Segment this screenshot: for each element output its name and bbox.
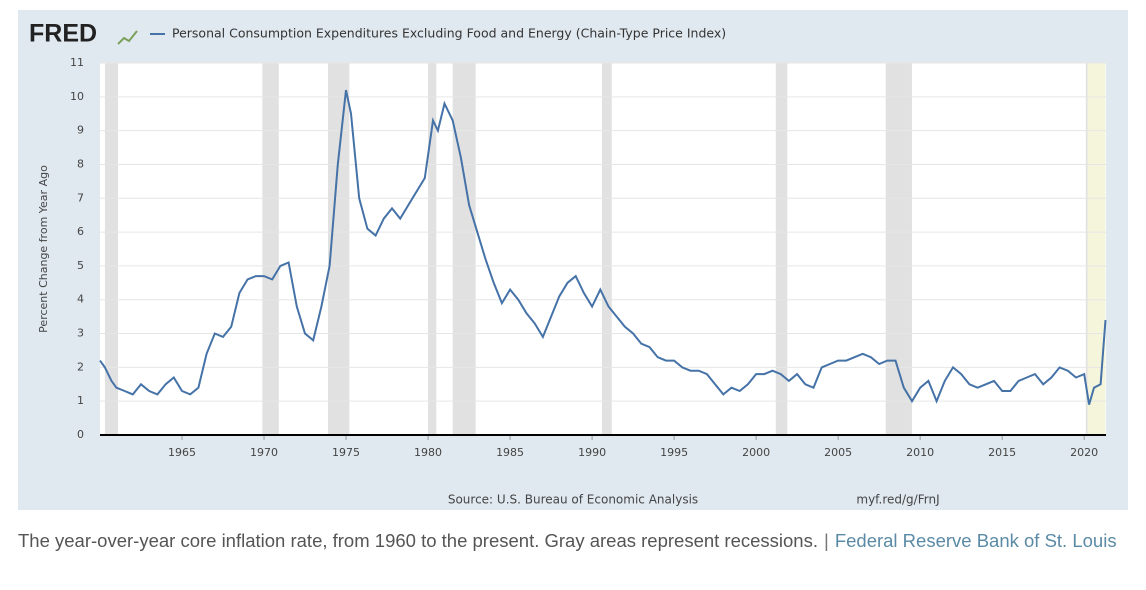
y-tick-label: 3 <box>77 327 84 340</box>
recession-band <box>885 63 912 435</box>
recession-band <box>601 63 612 435</box>
recession-band <box>104 63 119 435</box>
data-line <box>99 89 1107 405</box>
caption-text: The year-over-year core inflation rate, … <box>18 530 818 551</box>
y-tick-label: 6 <box>77 225 84 238</box>
y-tick-label: 8 <box>77 157 84 170</box>
y-tick-label: 9 <box>77 124 84 137</box>
y-tick-label: 10 <box>70 90 84 103</box>
x-tick-label: 1980 <box>414 446 442 459</box>
recession-band <box>262 63 279 435</box>
x-tick-label: 1975 <box>332 446 360 459</box>
x-tick-label: 1985 <box>496 446 524 459</box>
y-tick-label: 1 <box>77 394 84 407</box>
x-tick-label: 2000 <box>742 446 770 459</box>
credit-link[interactable]: Federal Reserve Bank of St. Louis <box>834 530 1117 551</box>
x-tick-label: 1970 <box>250 446 278 459</box>
x-tick-label: 1965 <box>168 446 196 459</box>
short-url: myf.red/g/FrnJ <box>856 493 939 507</box>
y-tick-label: 11 <box>70 56 84 69</box>
recession-band <box>775 63 788 435</box>
y-tick-label: 0 <box>77 428 84 441</box>
caption: The year-over-year core inflation rate, … <box>18 525 1128 556</box>
logo-icon <box>117 30 138 45</box>
x-tick-label: 2005 <box>824 446 852 459</box>
recession-band <box>428 63 437 435</box>
highlight-band <box>1087 63 1106 435</box>
y-tick-label: 5 <box>77 259 84 272</box>
caption-separator: | <box>824 530 829 551</box>
source: Source: U.S. Bureau of Economic Analysis <box>448 493 698 507</box>
recession-band <box>452 63 476 435</box>
x-tick-label: 1990 <box>578 446 606 459</box>
logo: FRED <box>29 20 97 48</box>
x-tick-label: 2015 <box>988 446 1016 459</box>
y-tick-label: 4 <box>77 293 84 306</box>
y-tick-label: 2 <box>77 360 84 373</box>
y-tick-label: 7 <box>77 191 84 204</box>
x-tick-label: 2010 <box>906 446 934 459</box>
legend-label: Personal Consumption Expenditures Exclud… <box>172 26 726 41</box>
y-axis-label: Percent Change from Year Ago <box>37 165 50 333</box>
chart: FRED Personal Consumption Expenditures E… <box>18 10 1128 510</box>
x-tick-label: 1995 <box>660 446 688 459</box>
x-tick-label: 2020 <box>1070 446 1098 459</box>
recession-band <box>328 63 350 435</box>
